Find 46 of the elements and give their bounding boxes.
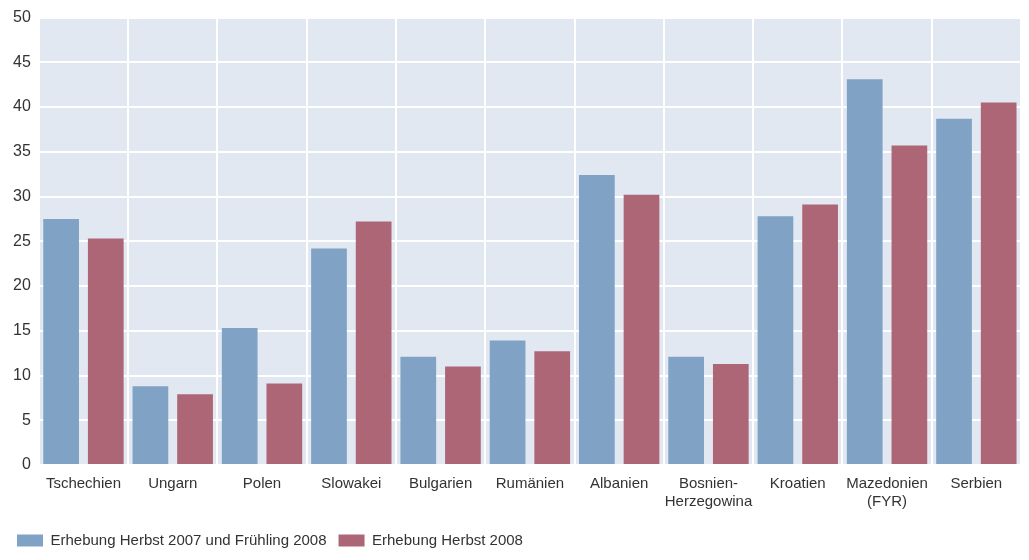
y-tick-label: 25 <box>13 231 31 249</box>
y-tick-label: 50 <box>13 8 31 26</box>
x-tick-label: Tschechien <box>45 474 121 492</box>
y-tick-label: 35 <box>13 142 31 160</box>
bar <box>802 204 838 464</box>
bar <box>177 394 213 464</box>
x-tick-label: Polen <box>242 474 282 492</box>
legend-label: Erhebung Herbst 2007 und Frühling 2008 <box>50 530 327 548</box>
x-tick-label: Bulgarien <box>408 474 473 492</box>
y-tick-label: 40 <box>13 97 31 115</box>
y-tick-label: 5 <box>21 410 31 428</box>
x-tick-label: Albanien <box>589 474 649 492</box>
x-tick-label: Serbien <box>950 474 1003 492</box>
y-tick-label: 10 <box>13 365 31 383</box>
y-tick-label: 20 <box>13 276 31 294</box>
bar <box>445 366 481 464</box>
bar <box>623 194 660 464</box>
x-tick-label: Slowakei <box>321 474 382 492</box>
bar <box>489 340 526 464</box>
bar <box>534 351 571 464</box>
bar <box>712 363 749 464</box>
bar <box>400 356 437 464</box>
bar <box>266 383 303 464</box>
bar <box>846 79 883 464</box>
y-tick-label: 15 <box>13 321 31 339</box>
bar <box>311 248 347 464</box>
x-tick-label: Ungarn <box>148 474 198 492</box>
bar <box>668 356 705 464</box>
bar <box>132 386 169 464</box>
bar <box>579 175 615 464</box>
bar <box>757 216 794 464</box>
x-tick-label: Kroatien <box>769 474 826 492</box>
bar <box>221 328 258 464</box>
y-tick-label: 0 <box>21 455 31 473</box>
x-tick-label: Bosnien-Herzegowina <box>664 474 753 510</box>
bar <box>355 221 392 464</box>
bar <box>891 145 928 464</box>
legend-label: Erhebung Herbst 2008 <box>372 530 523 548</box>
bar <box>980 102 1017 464</box>
bar <box>87 238 124 464</box>
y-tick-label: 30 <box>13 186 31 204</box>
bar <box>936 118 972 464</box>
x-tick-label: Mazedonien (FYR) <box>846 474 928 510</box>
bar <box>43 218 79 464</box>
y-tick-label: 45 <box>13 52 31 70</box>
x-tick-label: Rumänien <box>495 474 565 492</box>
